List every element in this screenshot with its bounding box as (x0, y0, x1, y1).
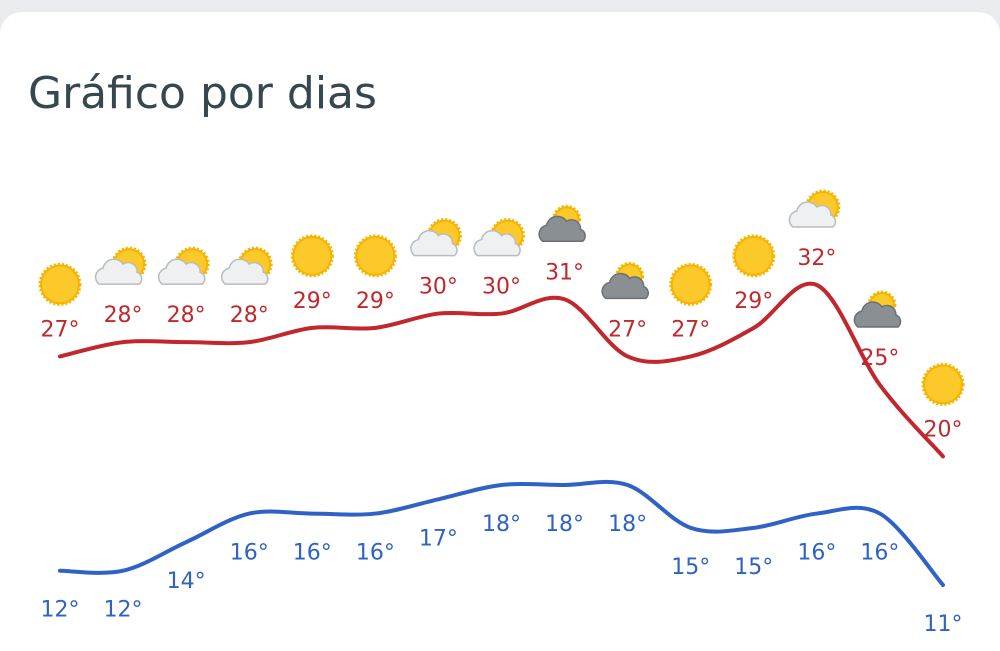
value-label: 16° (797, 541, 836, 566)
cloud (788, 201, 837, 228)
cloud (853, 301, 902, 328)
weather-icon (410, 218, 462, 257)
value-label: 29° (356, 289, 395, 314)
weather-icon (290, 234, 334, 278)
cloud (410, 229, 458, 257)
weather-icon (538, 204, 586, 243)
weather-icon (157, 246, 210, 285)
cloud (601, 272, 649, 300)
value-label: 28° (167, 303, 206, 328)
weather-icon (853, 290, 902, 328)
value-label: 27° (671, 317, 710, 342)
weather-icon (221, 246, 273, 285)
value-label: 15° (734, 555, 773, 580)
value-label: 15° (671, 555, 710, 580)
value-label: 29° (734, 289, 773, 314)
chart-title: Gráfico por dias (28, 68, 377, 119)
value-label: 16° (293, 541, 332, 566)
value-label: 16° (356, 541, 395, 566)
weather-icon (94, 246, 147, 285)
value-label: 29° (293, 289, 332, 314)
weather-icon (921, 362, 965, 406)
cloud (538, 215, 586, 243)
weather-icon (732, 234, 776, 278)
cloud (221, 258, 269, 285)
value-label: 32° (797, 246, 836, 271)
sun (672, 266, 709, 303)
value-label: 14° (167, 569, 206, 594)
weather-icon (473, 218, 525, 257)
weather-icon (788, 189, 841, 228)
sun (294, 237, 331, 274)
cloud (157, 258, 206, 285)
temperature-line (58, 281, 945, 459)
sun (925, 366, 961, 403)
value-label: 20° (924, 417, 963, 442)
value-label: 30° (419, 275, 458, 300)
cloud (94, 258, 143, 285)
value-label: 30° (482, 275, 521, 300)
sun (735, 237, 772, 274)
value-label: 18° (545, 512, 584, 537)
value-label: 27° (41, 317, 80, 342)
sun (357, 237, 394, 274)
value-label: 16° (860, 541, 899, 566)
value-label: 11° (924, 612, 963, 637)
value-label: 27° (608, 317, 647, 342)
weather-icon (669, 262, 713, 306)
card (0, 12, 1000, 651)
weather-icon (353, 234, 397, 278)
value-label: 25° (860, 346, 899, 371)
value-label: 18° (482, 512, 521, 537)
value-label: 17° (419, 526, 458, 551)
cloud (473, 229, 521, 257)
temperature-line (58, 479, 945, 587)
value-label: 16° (230, 541, 269, 566)
value-label: 28° (230, 303, 269, 328)
value-label: 31° (545, 260, 584, 285)
value-label: 28° (104, 303, 143, 328)
value-label: 12° (104, 598, 143, 623)
value-label: 18° (608, 512, 647, 537)
value-label: 12° (41, 598, 80, 623)
sun (42, 266, 78, 303)
weather-icon (38, 262, 82, 306)
weather-icon (601, 261, 649, 300)
